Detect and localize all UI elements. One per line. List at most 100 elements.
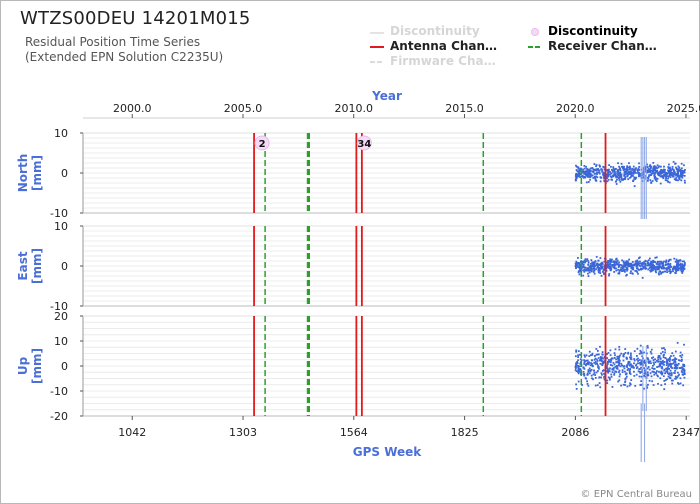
data-point [575, 173, 577, 176]
data-point [620, 173, 623, 176]
data-point [602, 171, 605, 174]
data-point [649, 264, 652, 267]
data-point [600, 274, 603, 277]
data-point [650, 169, 652, 172]
data-point [647, 259, 650, 262]
data-point [606, 363, 609, 365]
data-point [614, 260, 617, 263]
data-point [663, 165, 665, 168]
data-point [670, 363, 673, 365]
data-point [589, 173, 592, 175]
data-point [611, 368, 614, 371]
data-point [613, 174, 616, 177]
data-point [663, 361, 666, 363]
data-point [678, 178, 681, 181]
data-point [628, 171, 631, 174]
data-point [617, 172, 620, 175]
data-point [618, 175, 621, 178]
data-point [640, 352, 643, 355]
data-point [595, 179, 598, 182]
data-point [681, 270, 684, 273]
data-point [577, 371, 579, 373]
data-point [605, 169, 608, 172]
data-point [613, 356, 616, 359]
data-point [614, 348, 617, 351]
data-point [661, 176, 664, 179]
y-axis-tick-label: -10 [50, 385, 68, 398]
discontinuity-marker [356, 135, 372, 151]
data-point [618, 356, 621, 358]
y-axis-unit: [mm] [30, 348, 44, 384]
data-point [647, 177, 650, 180]
data-point [668, 360, 671, 363]
data-point [663, 266, 666, 269]
data-point [633, 168, 636, 171]
data-point [676, 172, 679, 175]
data-point [638, 352, 641, 355]
data-point [581, 174, 584, 177]
data-point [618, 362, 621, 365]
data-point [586, 359, 589, 362]
data-point [588, 355, 591, 358]
data-point [615, 370, 618, 373]
data-point [623, 173, 626, 176]
data-point [643, 369, 646, 372]
data-point [583, 363, 586, 365]
data-point [620, 264, 623, 267]
data-point [623, 174, 626, 177]
data-point [620, 269, 623, 271]
data-point [603, 264, 606, 267]
data-point [636, 260, 639, 263]
subtitle-line-1: Residual Position Time Series [25, 35, 201, 49]
data-point [584, 258, 587, 261]
data-point [658, 173, 661, 176]
data-point [578, 266, 580, 269]
data-point [590, 262, 592, 265]
data-point [579, 269, 582, 271]
data-point [662, 354, 665, 357]
data-point [652, 261, 654, 264]
data-point [651, 267, 654, 269]
data-point [584, 176, 587, 179]
data-point [609, 363, 612, 366]
data-point [599, 345, 601, 348]
data-point [630, 366, 633, 369]
data-point [660, 362, 663, 365]
data-point [607, 170, 610, 173]
data-point [655, 370, 658, 373]
y-axis-unit: [mm] [30, 155, 44, 191]
data-point [667, 260, 670, 263]
data-point [587, 370, 590, 373]
data-point [659, 260, 662, 263]
discontinuity-label: 2 [259, 139, 266, 150]
data-point [597, 267, 600, 269]
data-point [632, 165, 635, 168]
data-point [634, 269, 637, 272]
data-point [667, 180, 670, 183]
data-point [615, 365, 618, 367]
data-point [680, 171, 683, 174]
data-point [653, 168, 656, 170]
data-point [624, 378, 627, 380]
data-point [603, 260, 606, 263]
data-point [621, 364, 623, 367]
data-point [575, 383, 577, 386]
data-point [611, 175, 614, 178]
data-point [584, 268, 586, 271]
data-point [578, 264, 581, 267]
top-axis-tick-label: 2000.0 [113, 102, 152, 115]
data-point [575, 260, 578, 263]
data-point [606, 169, 609, 172]
data-point [624, 170, 627, 173]
data-point [660, 272, 662, 275]
data-point [580, 267, 583, 270]
data-point [591, 174, 594, 177]
data-point [646, 260, 649, 263]
data-point [592, 270, 595, 272]
data-point [664, 179, 667, 182]
data-point [593, 175, 596, 178]
data-point [644, 266, 647, 269]
data-point [646, 344, 649, 347]
data-point [621, 270, 623, 272]
data-point [649, 171, 652, 174]
